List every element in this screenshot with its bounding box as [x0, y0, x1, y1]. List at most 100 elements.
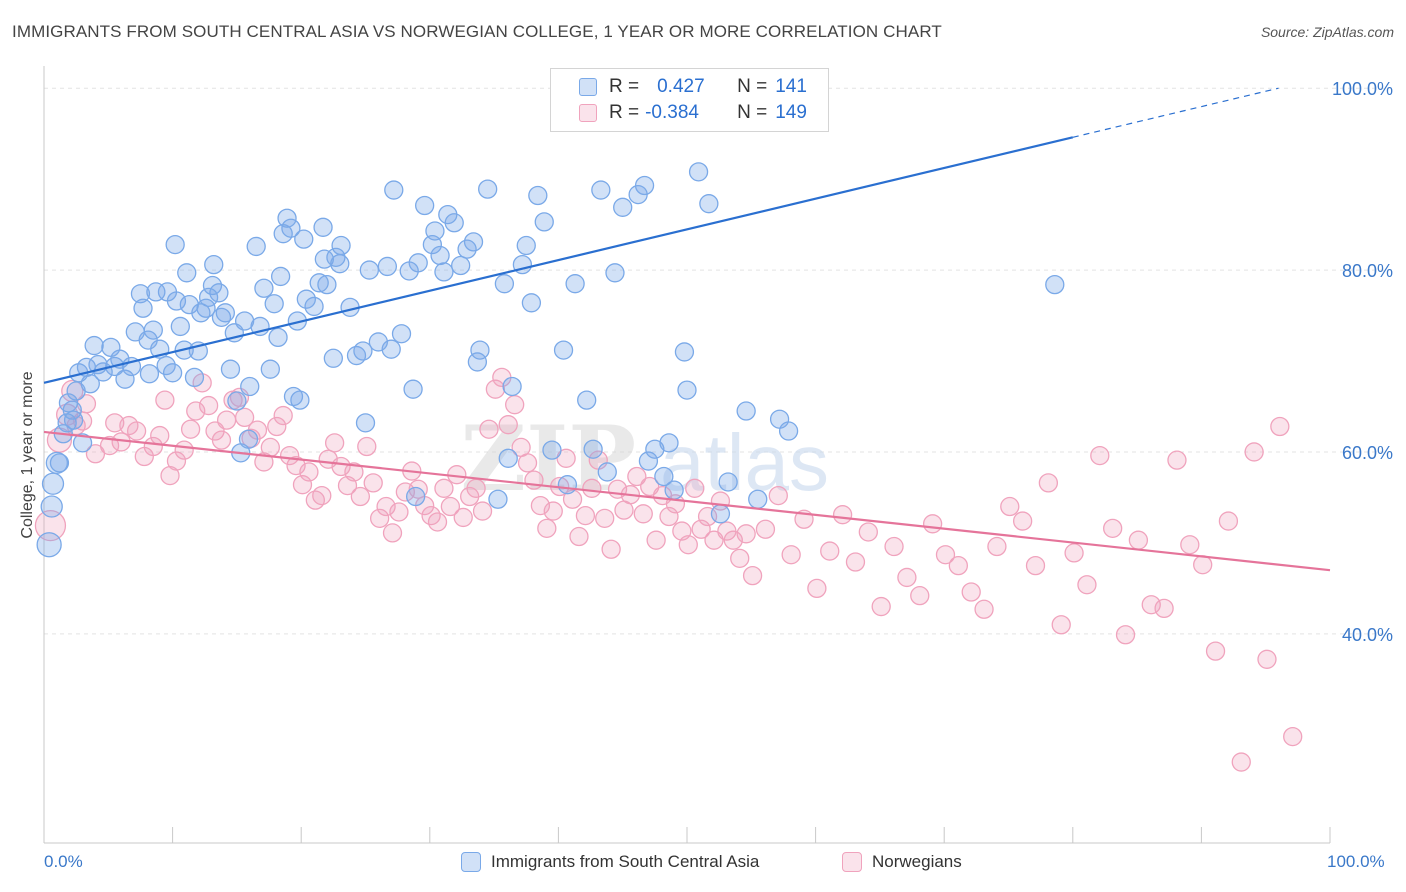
point-blue-107	[478, 179, 498, 199]
point-pink-81	[569, 526, 589, 547]
point-blue-139	[718, 472, 738, 492]
trend-lines	[43, 87, 1331, 572]
point-pink-146	[1231, 752, 1251, 772]
point-blue-2	[41, 472, 65, 495]
point-pink-20	[180, 419, 201, 439]
point-pink-149	[1270, 416, 1290, 437]
point-pink-142	[1180, 535, 1200, 555]
point-pink-99	[685, 478, 705, 498]
point-pink-113	[807, 578, 827, 599]
point-pink-47	[350, 486, 371, 507]
point-blue-105	[467, 352, 488, 372]
point-pink-90	[627, 466, 647, 487]
x-tick-label-min: 0.0%	[44, 852, 83, 871]
point-pink-50	[369, 508, 390, 528]
point-pink-131	[1038, 473, 1059, 493]
point-blue-101	[444, 213, 464, 233]
x-tick-label-max: 100.0%	[1327, 852, 1385, 871]
point-blue-129	[638, 451, 659, 471]
point-pink-73	[517, 453, 538, 473]
point-pink-138	[1128, 530, 1149, 550]
bottom-legend-label-blue: Immigrants from South Central Asia	[491, 852, 760, 871]
point-blue-125	[605, 263, 625, 283]
point-blue-140	[736, 401, 756, 421]
legend-n-value-pink: 149	[775, 102, 807, 123]
point-blue-29	[139, 364, 160, 384]
point-pink-127	[987, 536, 1007, 557]
point-blue-24	[130, 284, 151, 304]
point-blue-121	[577, 390, 597, 410]
point-pink-29	[234, 407, 255, 428]
point-pink-8	[99, 435, 120, 456]
point-blue-71	[296, 289, 316, 309]
point-blue-133	[664, 480, 684, 500]
point-pink-133	[1064, 543, 1084, 563]
trend-line-blue	[43, 136, 1074, 384]
point-blue-143	[778, 421, 799, 441]
point-pink-128	[1000, 496, 1020, 517]
point-pink-107	[736, 524, 756, 544]
point-pink-39	[299, 462, 319, 482]
point-pink-140	[1154, 598, 1174, 619]
point-blue-45	[202, 275, 223, 296]
point-pink-150	[1283, 726, 1303, 747]
point-blue-128	[634, 175, 655, 196]
point-pink-68	[485, 379, 506, 399]
point-pink-56	[408, 479, 428, 499]
point-pink-71	[505, 395, 525, 415]
point-pink-137	[1115, 625, 1136, 645]
point-pink-65	[466, 478, 486, 498]
point-blue-135	[677, 380, 697, 400]
bottom-legend-item-pink: Norwegians	[842, 852, 962, 872]
point-blue-44	[198, 287, 219, 308]
point-blue-63	[270, 266, 291, 287]
point-blue-57	[246, 236, 266, 257]
point-pink-106	[730, 548, 750, 569]
point-blue-123	[591, 180, 611, 200]
point-pink-34	[267, 416, 287, 437]
point-pink-15	[150, 425, 170, 446]
point-blue-120	[565, 274, 585, 294]
point-pink-135	[1090, 445, 1110, 466]
legend-n-label-pink: N =	[737, 102, 768, 123]
point-pink-115	[832, 505, 853, 525]
point-blue-115	[528, 185, 548, 206]
legend-n-label-blue: N =	[737, 76, 768, 97]
point-pink-59	[427, 512, 448, 532]
point-blue-8	[62, 400, 82, 420]
legend-r-label-blue: R =	[609, 76, 640, 97]
legend-n-value-blue: 141	[775, 76, 807, 97]
point-pink-18	[166, 451, 187, 471]
point-blue-109	[494, 274, 515, 294]
point-pink-61	[440, 496, 461, 517]
point-pink-134	[1077, 575, 1097, 595]
legend-row-blue: R = 0.427 N = 141	[579, 76, 807, 98]
point-pink-124	[948, 555, 968, 576]
point-pink-49	[363, 473, 383, 493]
point-pink-12	[126, 421, 147, 441]
point-blue-111	[502, 376, 522, 397]
bottom-legend: Immigrants from South Central Asia Norwe…	[0, 852, 1406, 878]
point-pink-121	[910, 585, 930, 606]
chart-title: IMMIGRANTS FROM SOUTH CENTRAL ASIA VS NO…	[12, 22, 942, 41]
point-blue-15	[84, 335, 104, 356]
point-pink-122	[922, 514, 943, 534]
point-pink-41	[312, 485, 332, 506]
point-pink-66	[472, 501, 493, 521]
point-pink-116	[845, 552, 866, 572]
point-pink-25	[211, 430, 232, 450]
point-blue-95	[415, 195, 435, 216]
point-pink-79	[556, 448, 576, 468]
point-blue-124	[597, 462, 617, 482]
point-pink-110	[768, 485, 788, 506]
point-blue-102	[451, 255, 471, 276]
point-pink-109	[755, 519, 776, 539]
point-blue-114	[521, 293, 542, 313]
point-pink-53	[389, 502, 409, 522]
point-pink-52	[382, 523, 403, 543]
bottom-legend-swatch-blue	[461, 852, 481, 872]
point-pink-48	[357, 436, 377, 457]
point-blue-55	[238, 429, 259, 449]
watermark-atlas: atlas	[660, 418, 829, 507]
legend-swatch-blue	[579, 78, 597, 96]
